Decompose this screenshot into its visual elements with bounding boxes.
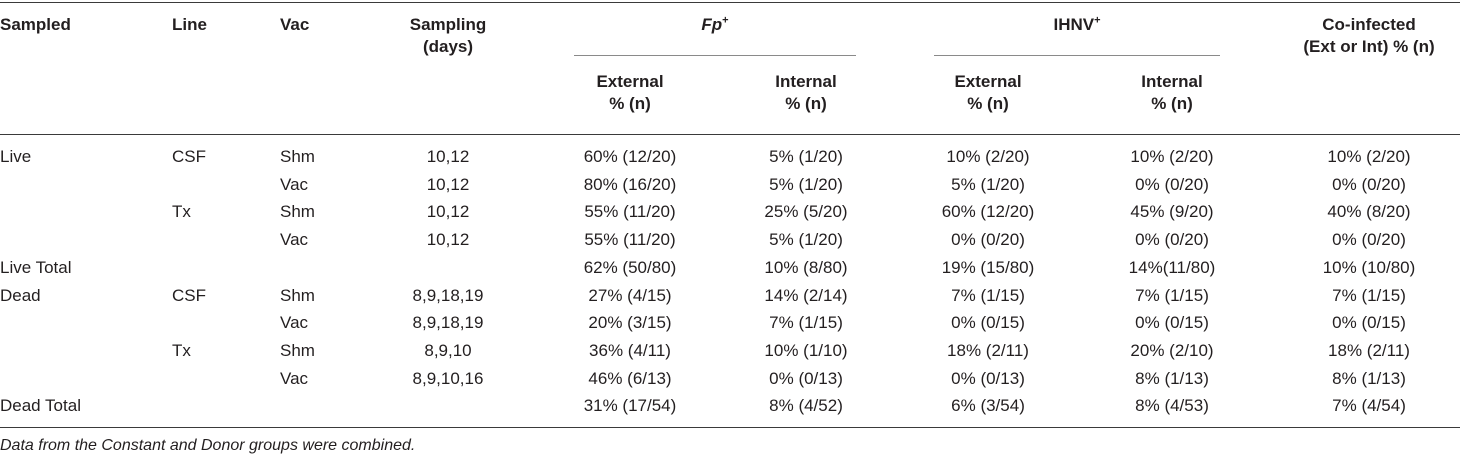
cell-fp-int: 5% (1/20): [769, 147, 843, 166]
cell-fp-ext: 31% (17/54): [583, 396, 677, 415]
cell-vac: Vac: [280, 230, 309, 249]
header-fp-internal: Internal % (n): [775, 72, 837, 113]
header-sampling: Sampling (days): [409, 15, 487, 56]
cell-fp-int: 5% (1/20): [769, 175, 843, 194]
header-fp-external: External % (n): [596, 72, 664, 113]
cell-ihnv-ext: 18% (2/11): [947, 341, 1029, 360]
cell-coinf: 10% (2/20): [1327, 147, 1411, 166]
fp-group-rule: [574, 55, 856, 56]
table-bottom-rule: [0, 427, 1460, 428]
cell-fp-ext: 60% (12/20): [583, 147, 677, 166]
cell-ihnv-ext: 0% (0/13): [951, 369, 1025, 388]
top-rule: [0, 2, 1460, 3]
cell-vac: Shm: [280, 202, 315, 221]
cell-line: Tx: [172, 202, 191, 221]
cell-ihnv-int: 20% (2/10): [1130, 341, 1214, 360]
cell-ihnv-ext: 0% (0/15): [951, 313, 1025, 332]
cell-vac: Vac: [280, 369, 309, 388]
cell-ihnv-ext: 0% (0/20): [951, 230, 1025, 249]
header-sampled: Sampled: [0, 15, 71, 34]
cell-ihnv-int: 10% (2/20): [1130, 147, 1214, 166]
cell-days: 8,9,10: [424, 341, 472, 360]
cell-sampled: Dead Total: [0, 396, 81, 415]
cell-ihnv-int: 8% (4/53): [1135, 396, 1209, 415]
cell-days: 10,12: [426, 175, 470, 194]
header-ihnv-group: IHNV+: [1053, 14, 1101, 34]
cell-ihnv-int: 0% (0/20): [1135, 230, 1209, 249]
cell-fp-int: 7% (1/15): [769, 313, 843, 332]
cell-fp-int: 10% (8/80): [764, 258, 848, 277]
cell-vac: Shm: [280, 341, 315, 360]
cell-line: Tx: [172, 341, 191, 360]
cell-fp-int: 5% (1/20): [769, 230, 843, 249]
cell-ihnv-ext: 5% (1/20): [951, 175, 1025, 194]
cell-coinf: 7% (1/15): [1332, 286, 1406, 305]
cell-ihnv-int: 0% (0/15): [1135, 313, 1209, 332]
cell-ihnv-ext: 60% (12/20): [941, 202, 1035, 221]
cell-vac: Shm: [280, 286, 315, 305]
cell-days: 10,12: [426, 147, 470, 166]
cell-fp-int: 25% (5/20): [764, 202, 848, 221]
header-bottom-rule: [0, 134, 1460, 135]
cell-coinf: 0% (0/15): [1332, 313, 1406, 332]
cell-coinf: 18% (2/11): [1328, 341, 1410, 360]
cell-sampled: Live Total: [0, 258, 72, 277]
cell-fp-int: 10% (1/10): [764, 341, 848, 360]
cell-vac: Vac: [280, 313, 309, 332]
cell-fp-ext: 36% (4/11): [589, 341, 671, 360]
header-ihnv-internal: Internal % (n): [1141, 72, 1203, 113]
cell-ihnv-int: 8% (1/13): [1135, 369, 1209, 388]
header-fp-group: Fp+: [701, 14, 729, 34]
header-ihnv-external: External % (n): [954, 72, 1022, 113]
cell-sampled: Dead: [0, 286, 41, 305]
header-coinfected: Co-infected (Ext or Int) % (n): [1303, 15, 1435, 56]
cell-fp-ext: 55% (11/20): [584, 202, 676, 221]
cell-days: 8,9,18,19: [412, 313, 484, 332]
cell-days: 8,9,18,19: [412, 286, 484, 305]
cell-fp-ext: 55% (11/20): [584, 230, 676, 249]
cell-coinf: 0% (0/20): [1332, 175, 1406, 194]
cell-ihnv-ext: 7% (1/15): [951, 286, 1025, 305]
cell-vac: Shm: [280, 147, 315, 166]
cell-ihnv-int: 7% (1/15): [1135, 286, 1209, 305]
cell-days: 10,12: [426, 202, 470, 221]
cell-ihnv-ext: 10% (2/20): [946, 147, 1030, 166]
cell-coinf: 10% (10/80): [1322, 258, 1416, 277]
cell-vac: Vac: [280, 175, 309, 194]
header-line: Line: [172, 15, 207, 34]
cell-fp-ext: 80% (16/20): [583, 175, 677, 194]
cell-line: CSF: [172, 147, 206, 166]
cell-coinf: 40% (8/20): [1327, 202, 1411, 221]
cell-days: 10,12: [426, 230, 470, 249]
cell-ihnv-ext: 19% (15/80): [941, 258, 1035, 277]
cell-fp-ext: 20% (3/15): [588, 313, 672, 332]
cell-line: CSF: [172, 286, 206, 305]
cell-fp-int: 0% (0/13): [769, 369, 843, 388]
cell-ihnv-int: 14%(11/80): [1128, 258, 1216, 277]
cell-coinf: 0% (0/20): [1332, 230, 1406, 249]
ihnv-group-rule: [934, 55, 1220, 56]
header-vac: Vac: [280, 15, 310, 34]
cell-ihnv-ext: 6% (3/54): [951, 396, 1025, 415]
cell-coinf: 8% (1/13): [1332, 369, 1406, 388]
cell-ihnv-int: 0% (0/20): [1135, 175, 1209, 194]
cell-coinf: 7% (4/54): [1332, 396, 1406, 415]
cell-ihnv-int: 45% (9/20): [1130, 202, 1214, 221]
cell-days: 8,9,10,16: [412, 369, 484, 388]
cell-fp-int: 14% (2/14): [764, 286, 848, 305]
cell-fp-ext: 46% (6/13): [588, 369, 672, 388]
cell-fp-ext: 27% (4/15): [588, 286, 672, 305]
cell-fp-ext: 62% (50/80): [583, 258, 677, 277]
cell-sampled: Live: [0, 147, 32, 166]
table-footnote: Data from the Constant and Donor groups …: [0, 437, 416, 454]
cell-fp-int: 8% (4/52): [769, 396, 843, 415]
